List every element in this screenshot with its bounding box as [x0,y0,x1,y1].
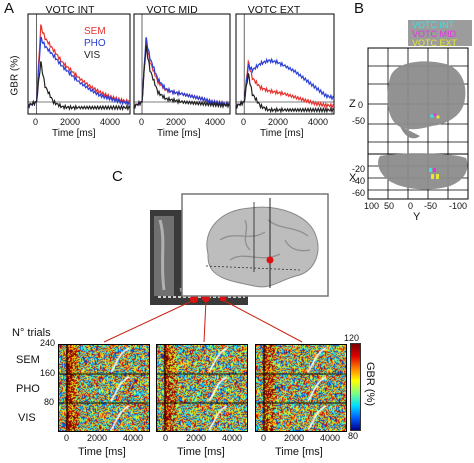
series-vis [133,45,231,109]
panel-b-xtick-40: -40 [352,176,366,186]
c1-xtick-0: 0 [163,433,169,443]
plot-frame [27,13,131,115]
panel-b-x-label: X [349,172,357,184]
plot-frame [235,13,335,115]
trial-tick-160: 160 [40,368,56,378]
series-vis [235,73,335,114]
panel-b-ytick-m50: -50 [424,201,438,211]
trial-tick-240: 240 [40,338,56,348]
panel-b-y-label: Y [413,211,421,223]
c1-xtick-2000: 2000 [186,433,207,443]
c1-xlabel: Time [ms] [177,446,225,458]
panel-a-legend: SEM PHO VIS [84,26,106,62]
panel-b-svg [367,20,472,200]
panel-a-plots [27,13,335,115]
c2-xtick-4000: 4000 [320,433,341,443]
panel-b-ztick-m50: -50 [352,116,366,126]
panel-letter-b: B [354,0,365,17]
colorbar-label: GBR (%) [364,362,376,406]
panel-b-xtick-60: -60 [352,188,366,198]
panel-b-ytick-0: 0 [408,201,414,211]
series-pho [133,37,231,109]
colorbar [350,343,361,431]
panel-letter-a: A [4,0,15,17]
plot-votc-ext [235,13,335,115]
colorbar-tick-80: 80 [348,431,359,441]
legend-sem: SEM [84,26,106,37]
a0-xlabel: Time [ms] [52,128,96,139]
c0-xtick-2000: 2000 [87,433,108,443]
panel-c-trials-label: N° trials [12,327,51,339]
c1-xtick-4000: 4000 [222,433,243,443]
legend-votc-ext: VOTC EXT [412,38,458,48]
panel-b-legend: VOTC INT VOTC MID VOTC EXT [412,21,457,48]
a0-xtick-0: 0 [33,117,39,127]
legend-vis: VIS [84,50,101,61]
series-pho [235,57,335,109]
series-sem [27,23,131,109]
legend-votc-mid: VOTC MID [412,29,456,39]
a1-xtick-4000: 4000 [205,117,226,127]
panel-b-xtick-20: -20 [352,164,366,174]
series-sem [235,59,335,110]
series-vis [27,61,131,112]
c0-xtick-0: 0 [64,433,70,443]
panel-b-ytick-50: 50 [384,201,395,211]
a0-xtick-4000: 4000 [100,117,121,127]
a0-xtick-2000: 2000 [60,117,81,127]
panel-c-connectors [103,299,303,343]
panel-a-title-int: VOTC INT [45,4,95,16]
a2-xlabel: Time [ms] [260,128,304,139]
a1-xtick-0: 0 [139,117,145,127]
row-label-vis: VIS [18,412,36,424]
legend-votc-int: VOTC INT [412,20,454,30]
a2-xtick-4000: 4000 [308,117,329,127]
row-label-pho: PHO [16,383,40,395]
raster-votc-int [58,344,150,432]
colorbar-tick-120: 120 [344,333,360,343]
plot-votc-mid [133,13,231,115]
panel-b-ytick-100: 100 [364,201,380,211]
c2-xlabel: Time [ms] [275,446,323,458]
plot-frame [133,13,231,115]
panel-c-anatomy [150,193,329,305]
plot-votc-int [27,13,131,115]
row-label-sem: SEM [16,354,40,366]
a1-xtick-2000: 2000 [166,117,187,127]
panel-b-ytick-m100: -100 [449,201,468,211]
c0-xlabel: Time [ms] [78,446,126,458]
trial-tick-80: 80 [44,397,55,407]
raster-votc-ext [255,344,347,432]
panel-a-title-mid: VOTC MID [146,4,198,16]
panel-b-z-label: Z [349,98,356,110]
panel-a-title-ext: VOTC EXT [247,4,301,16]
panel-letter-c: C [112,168,123,185]
a2-xtick-0: 0 [241,117,247,127]
legend-pho: PHO [84,38,106,49]
c2-xtick-2000: 2000 [284,433,305,443]
a2-xtick-2000: 2000 [268,117,289,127]
a1-xlabel: Time [ms] [157,128,201,139]
raster-votc-mid [156,344,248,432]
panel-b-ztick-0: 0 [358,100,364,110]
c0-xtick-4000: 4000 [123,433,144,443]
c2-xtick-0: 0 [261,433,267,443]
series-pho [27,36,131,109]
